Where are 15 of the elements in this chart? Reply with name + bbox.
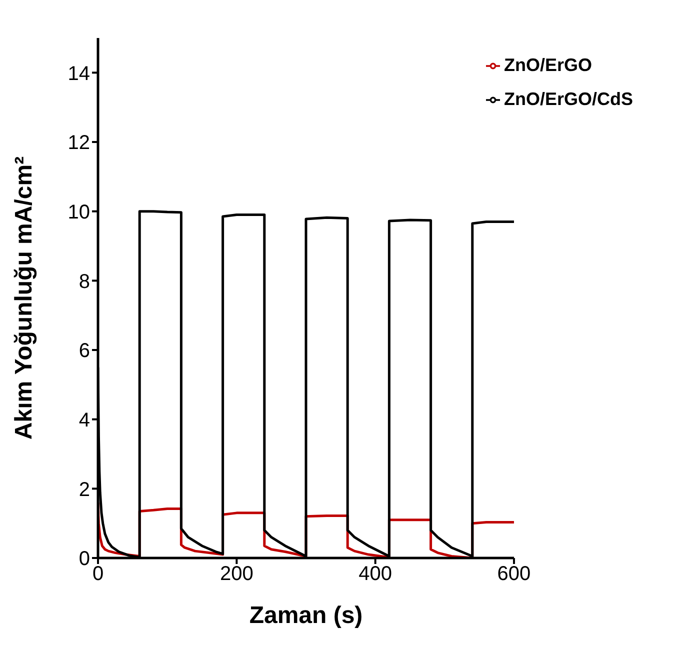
- y-tick-label: 12: [68, 132, 90, 154]
- x-axis-title: Zaman (s): [249, 602, 363, 629]
- y-axis-title: Akım Yoğunluğu mA/cm²: [10, 156, 38, 440]
- y-tick-label: 8: [78, 270, 90, 293]
- y-tick-label: 14: [68, 62, 90, 85]
- y-tick-label: 0: [78, 548, 90, 570]
- y-tick-label: 10: [68, 201, 90, 224]
- legend-label: ZnO/ErGO/CdS: [504, 89, 633, 109]
- y-tick-label: 6: [78, 340, 90, 362]
- x-tick-label: 600: [497, 563, 531, 586]
- y-tick-label: 2: [78, 478, 90, 501]
- y-tick-label: 4: [78, 409, 90, 432]
- x-tick-label: 400: [358, 563, 392, 586]
- x-tick-label: 200: [220, 563, 254, 586]
- legend-label: ZnO/ErGO: [504, 55, 592, 75]
